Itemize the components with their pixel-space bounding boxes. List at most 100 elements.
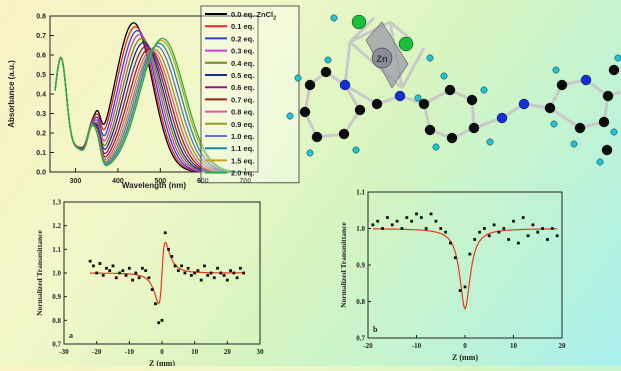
data-point xyxy=(512,219,515,223)
legend-label: 0.1 eq. xyxy=(231,22,254,31)
hydrogen-atom xyxy=(610,128,618,136)
data-point xyxy=(105,266,108,270)
panel-letter: b xyxy=(373,325,378,334)
data-point xyxy=(541,227,544,230)
carbon-atom xyxy=(338,128,350,140)
x-tick-label: -30 xyxy=(59,348,69,356)
x-tick-label: 20 xyxy=(559,342,567,350)
hydrogen-atom xyxy=(330,14,338,22)
legend-label: 1.0 eq. xyxy=(231,132,254,141)
data-point xyxy=(88,259,92,263)
panel-letter: a xyxy=(69,331,73,340)
data-point xyxy=(405,216,409,219)
legend-label: 0.4 eq. xyxy=(231,59,254,68)
carbon-atom xyxy=(320,66,332,78)
y-tick-label: 0.8 xyxy=(36,14,46,21)
data-point xyxy=(371,223,375,227)
hydrogen-atom xyxy=(570,140,578,148)
carbon-atom xyxy=(418,98,430,110)
y-tick-label: 0.0 xyxy=(36,170,46,177)
nitrogen-atom xyxy=(518,98,530,110)
data-point xyxy=(235,276,239,280)
carbon-atom xyxy=(466,94,478,106)
x-tick-label: 0 xyxy=(463,342,467,350)
y-tick-label: 0.9 xyxy=(356,262,365,270)
data-point xyxy=(424,227,428,230)
zscan-a-panel: -30 -20 -10 0 10 20 30 0.7 0.8 0.9 1.0 1.1 1.2 1.3 Z (… xyxy=(28,192,273,369)
bond xyxy=(400,47,426,89)
carbon-atom xyxy=(299,106,311,118)
carbon-atom xyxy=(371,98,383,110)
data-point xyxy=(176,269,180,273)
zinc-label: Zn xyxy=(377,54,388,64)
data-point xyxy=(478,230,481,234)
data-point xyxy=(536,230,540,234)
carbon-atom xyxy=(602,90,614,102)
x-tick-label: -10 xyxy=(412,342,422,350)
data-point xyxy=(134,271,138,275)
data-point xyxy=(497,230,501,234)
hydrogen-atom xyxy=(286,112,294,120)
legend-subscript: 2 xyxy=(273,16,276,22)
hydrogen-atom xyxy=(486,138,494,146)
fit-curve xyxy=(372,228,558,311)
carbon-atom xyxy=(468,122,480,134)
zscan-b-panel: -20 -10 0 10 20 0.7 0.8 0.9 1.0 1.1 Z (mm) Normaliz… xyxy=(330,180,570,366)
nitrogen-atom xyxy=(496,112,508,124)
y-tick-label: 1.3 xyxy=(52,199,61,207)
legend-label: 0.6 eq. xyxy=(231,83,254,92)
legend-label: 0.7 eq. xyxy=(231,95,254,104)
legend-label: 0.8 eq. xyxy=(231,108,254,117)
legend-label: 1.5 eq. xyxy=(231,156,254,165)
carbon-atom xyxy=(311,131,323,143)
nitrogen-atom xyxy=(339,79,351,91)
data-point xyxy=(555,234,559,238)
x-tick-label: 600 xyxy=(197,178,209,185)
x-tick-label: 500 xyxy=(155,178,167,185)
data-point xyxy=(229,269,232,273)
y-tick-label: 0.6 xyxy=(36,53,46,60)
data-point xyxy=(173,264,177,268)
data-point xyxy=(444,230,447,234)
data-point xyxy=(434,219,438,223)
data-point xyxy=(483,227,486,230)
legend-label: 2.0 eq. xyxy=(231,169,254,178)
x-tick-label: -20 xyxy=(92,348,102,356)
absorbance-chart: 300 400 500 600 700 0.0 0.1 0.2 0.3 0.4 0.5 0.6 0.7 0… xyxy=(7,5,300,190)
data-point xyxy=(463,285,467,289)
carbon-atom xyxy=(446,132,458,144)
data-point xyxy=(242,271,246,275)
y-axis-label: Absorbance (a.u.) xyxy=(7,60,16,128)
data-point xyxy=(449,241,452,245)
hydrogen-atom xyxy=(414,94,422,102)
carbon-atom xyxy=(556,79,568,91)
data-point xyxy=(439,227,443,230)
x-tick-label: 0 xyxy=(160,348,164,356)
data-point xyxy=(546,238,549,241)
x-tick-label: 20 xyxy=(224,348,232,356)
carbon-atom xyxy=(598,116,610,128)
data-point xyxy=(157,321,161,325)
data-point xyxy=(400,227,404,230)
data-point xyxy=(531,223,535,227)
data-point xyxy=(183,271,187,275)
x-axis-label: Z (mm) xyxy=(452,353,478,362)
nitrogen-atom xyxy=(580,74,592,86)
hydrogen-atom xyxy=(596,158,604,166)
y-tick-label: 1.1 xyxy=(356,189,365,197)
data-point xyxy=(516,241,520,245)
bond xyxy=(389,20,413,42)
bond xyxy=(348,16,376,44)
data-point xyxy=(147,276,151,280)
data-point xyxy=(186,266,190,270)
data-point xyxy=(108,269,112,273)
y-tick-label: 1.0 xyxy=(52,270,61,278)
legend-label: 0.0 eq. ZnCl2 xyxy=(231,10,276,22)
y-tick-label: 0.4 xyxy=(36,92,46,99)
data-point xyxy=(121,269,125,273)
hydrogen-atom xyxy=(614,54,621,62)
chlorine-atom xyxy=(351,14,367,30)
data-point xyxy=(111,264,115,268)
data-point xyxy=(141,266,144,270)
carbon-atom xyxy=(304,79,316,91)
